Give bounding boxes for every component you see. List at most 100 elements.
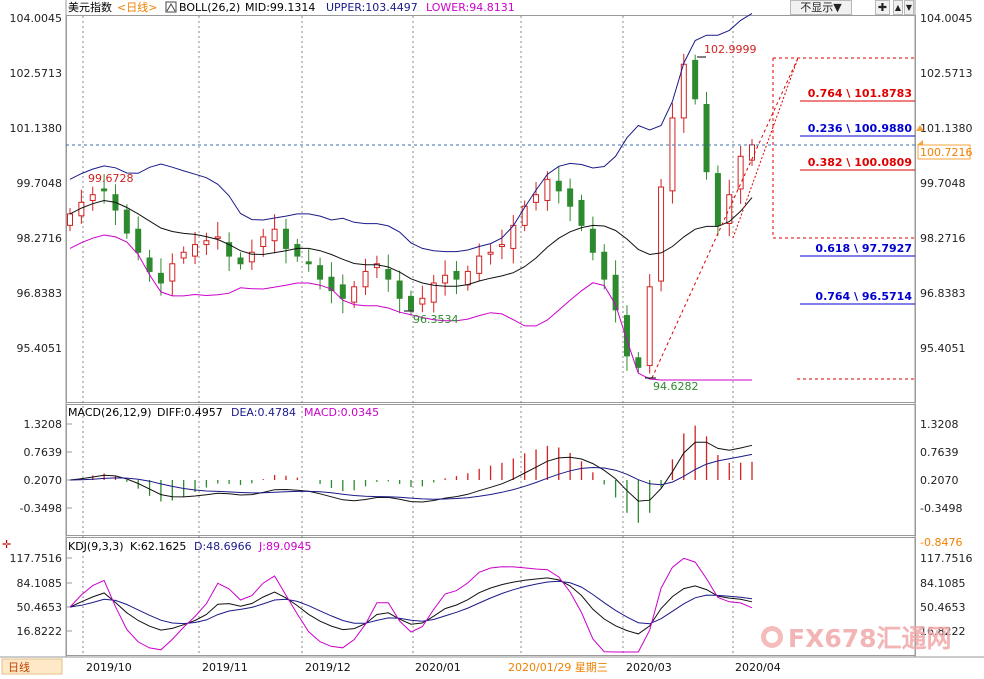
watermark-text: FX678汇通网 (788, 624, 952, 653)
kdj-header: ✛ KDJ(9,3,3) K:62.1625 D:48.6966 J:89.09… (2, 538, 311, 553)
low1-label: 96.3534 (413, 313, 459, 326)
kdj-axis-left: 117.7516 84.1085 50.4653 16.8222 (10, 552, 63, 638)
candle-body (351, 286, 358, 303)
high-marker: 102.9999 (697, 43, 757, 58)
candle-body (328, 276, 335, 292)
price-tick-left: 101.1380 (10, 122, 63, 135)
price-tick-right: 96.8383 (920, 287, 966, 300)
left-high-marker: 99.6728 (88, 172, 134, 185)
fib-level-label: 0.382 \ 100.0809 (808, 156, 912, 169)
candle-body (646, 286, 653, 366)
price-header: 美元指数 <日线> BOLL(26,2) MID:99.1314 UPPER:1… (68, 0, 515, 14)
date-label: 2019/12 (305, 661, 351, 674)
kdj-tick-left: 50.4653 (17, 601, 63, 614)
candle-body (612, 274, 619, 311)
macd-tick-left: -0.3498 (20, 502, 62, 515)
date-axis: 2019/10 2019/11 2019/12 2020/01 2020/03 2020/… (86, 661, 781, 674)
candle-body (453, 270, 460, 280)
boll-mid: MID:99.1314 (245, 1, 315, 14)
price-tick-left: 98.2716 (17, 232, 63, 245)
candle-body (567, 188, 574, 207)
current-price-value: 100.7216 (920, 146, 973, 159)
candle-body (339, 284, 346, 299)
candle-body (692, 59, 699, 100)
kdj-axis-right: 117.7516 84.1085 50.4653 16.8222 (920, 552, 973, 638)
boll-upper: UPPER:103.4497 (326, 1, 418, 14)
price-tick-left: 104.0045 (10, 12, 63, 25)
candle-body (362, 270, 369, 288)
fib-trend-line (651, 57, 799, 379)
candle-body (248, 251, 255, 263)
scroll-down-button[interactable]: ▼ (904, 0, 914, 15)
fibonacci-tool[interactable]: 0.764 \ 101.8783 0.236 \ 100.9880 0.382 \ … (651, 57, 915, 380)
kdj-tick-left: 117.7516 (10, 552, 63, 565)
candle-body (680, 63, 687, 119)
candle-body (487, 251, 494, 255)
price-axis-left: 104.0045 102.5713 101.1380 99.7048 98.2716 96… (10, 12, 63, 355)
candle-body (533, 194, 540, 203)
price-tick-left: 102.5713 (10, 67, 63, 80)
candle-body (578, 199, 585, 226)
candle-body (169, 263, 176, 282)
price-axis-right: 104.0045 102.5713 101.1380 99.7048 98.2716 96… (920, 12, 973, 355)
candle-body (89, 194, 96, 201)
candle-body (464, 270, 471, 286)
period-button-label: 日线 (8, 660, 30, 674)
kdj-k-line (69, 577, 753, 635)
candle-body (203, 240, 210, 246)
kdj-tick-right: 84.1085 (920, 577, 966, 590)
candle-body (544, 178, 551, 201)
macd-extra-value: -0.8476 (920, 536, 962, 549)
price-tick-left: 96.8383 (17, 287, 63, 300)
candle-body (408, 295, 414, 311)
kdj-d-line (69, 580, 753, 625)
candle-body (726, 194, 733, 224)
macd-value: MACD:0.0345 (304, 406, 379, 419)
price-tick-left: 95.4051 (17, 342, 63, 355)
candle-body (135, 228, 142, 253)
zoom-button[interactable]: ✚ (875, 0, 890, 15)
kdj-tick-left: 16.8222 (17, 625, 63, 638)
candle-body (703, 104, 710, 173)
fib-diagonal (732, 57, 799, 239)
candle-body (282, 228, 289, 249)
macd-dea-line (69, 453, 753, 500)
candle-body (419, 297, 426, 305)
candle-body (714, 173, 721, 226)
period-button[interactable]: 日线 (1, 658, 63, 675)
watermark: FX678汇通网 (761, 624, 952, 653)
candle-body (498, 244, 505, 248)
price-tick-right: 101.1380 (920, 122, 973, 135)
macd-diff: DIFF:0.4957 (157, 406, 223, 419)
candle-body (601, 251, 608, 280)
candle-body (635, 357, 642, 368)
candle-body (589, 228, 596, 253)
candle-body (192, 244, 199, 257)
high-mark-label: 102.9999 (704, 43, 757, 56)
cursor-date: 2020/01/29 星期三 (508, 661, 608, 674)
date-label: 2020/04 (735, 661, 781, 674)
scroll-up-button[interactable]: ▲ (893, 0, 903, 15)
kdj-d: D:48.6966 (194, 540, 252, 553)
boll-label: BOLL(26,2) (179, 1, 240, 14)
price-tick-right: 104.0045 (920, 12, 973, 25)
macd-tick-right: 1.3208 (920, 418, 959, 431)
candle-body (510, 224, 517, 249)
price-tick-left: 99.7048 (17, 177, 63, 190)
macd-axis-left: 1.3208 0.7639 0.2070 -0.3498 (20, 418, 62, 515)
date-label: 2020/01 (415, 661, 461, 674)
fib-level-label: 0.764 \ 101.8783 (808, 87, 912, 100)
candle-body (294, 244, 301, 257)
boll-lower: LOWER:94.8131 (426, 1, 515, 14)
candle-body (101, 188, 108, 192)
kdj-tick-left: 84.1085 (17, 577, 63, 590)
horizontal-gridlines (66, 423, 72, 632)
candle-body (442, 274, 449, 284)
kdj-tick-right: 16.8222 (920, 625, 966, 638)
macd-axis-right: 1.3208 0.7639 0.2070 -0.3498 (920, 418, 962, 515)
current-price-tag: 100.7216 (916, 125, 973, 160)
display-dropdown[interactable]: 不显示▼ (790, 0, 852, 15)
candle-body (180, 251, 187, 259)
